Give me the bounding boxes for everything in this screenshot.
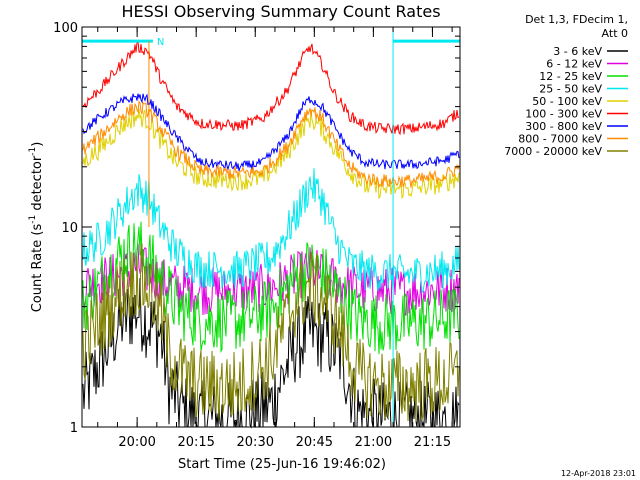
series-line-4 xyxy=(82,108,460,200)
series-line-7 xyxy=(82,99,460,189)
x-tick-label-1: 20:15 xyxy=(177,435,214,450)
y-label-part-3: ) xyxy=(30,142,45,147)
series-line-5 xyxy=(82,39,460,136)
chart-title: HESSI Observing Summary Count Rates xyxy=(121,2,440,21)
legend-label-1: 6 - 12 keV xyxy=(546,58,602,71)
series-0 xyxy=(82,278,460,429)
x-axis-label: Start Time (25-Jun-16 19:46:02) xyxy=(178,457,386,472)
series-5 xyxy=(82,39,460,136)
series-4 xyxy=(82,108,460,200)
legend-label-7: 800 - 7000 keV xyxy=(518,133,602,146)
y-tick-label-1: 10 xyxy=(61,221,78,236)
x-tick-label-2: 20:30 xyxy=(237,435,274,450)
series-6 xyxy=(82,93,460,172)
series-3 xyxy=(82,168,460,294)
x-tick-label-3: 20:45 xyxy=(296,435,333,450)
axis-layer: 1 10 100 20:00 20:15 20:30 20:45 21:00 21:15 xyxy=(53,21,460,450)
legend-label-8: 7000 - 20000 keV xyxy=(504,145,602,158)
x-tick-label-5: 21:15 xyxy=(414,435,451,450)
timestamp: 12-Apr-2018 23:01 xyxy=(561,469,636,478)
legend-header-line-1: Det 1,3, FDecim 1, xyxy=(525,13,628,26)
series-7 xyxy=(82,99,460,189)
legend-label-2: 12 - 25 keV xyxy=(539,70,602,83)
y-label-sup-1: -1 xyxy=(28,215,38,224)
legend-label-6: 300 - 800 keV xyxy=(525,120,602,133)
series-layer xyxy=(82,39,460,429)
legend-label-3: 25 - 50 keV xyxy=(539,83,602,96)
legend-header-line-2: Att 0 xyxy=(602,27,628,40)
legend-label-5: 100 - 300 keV xyxy=(525,108,602,121)
series-line-2 xyxy=(82,221,460,355)
series-line-8 xyxy=(82,243,460,422)
y-label-part-1: Count Rate (s xyxy=(30,224,45,313)
y-tick-label-0: 1 xyxy=(70,421,78,436)
series-line-3 xyxy=(82,168,460,294)
legend-label-4: 50 - 100 keV xyxy=(532,95,602,108)
y-tick-label-2: 100 xyxy=(53,21,78,36)
series-line-6 xyxy=(82,93,460,172)
x-tick-label-0: 20:00 xyxy=(118,435,155,450)
series-8 xyxy=(82,243,460,422)
y-label-part-2: detector xyxy=(30,155,45,215)
legend-label-0: 3 - 6 keV xyxy=(553,45,602,58)
y-label-sup-2: -1 xyxy=(28,147,38,156)
y-axis-label: Count Rate (s-1 detector-1) xyxy=(28,142,45,313)
night-marker-label: N xyxy=(157,37,164,48)
series-line-0 xyxy=(82,278,460,429)
series-2 xyxy=(82,221,460,355)
x-tick-label-4: 21:00 xyxy=(355,435,392,450)
